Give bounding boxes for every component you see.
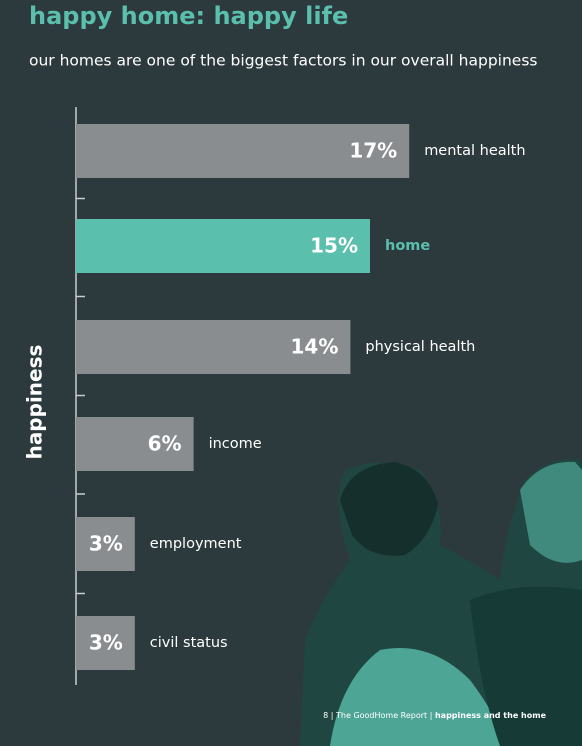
category-label: employment bbox=[150, 536, 242, 552]
value-label: 3% bbox=[89, 532, 123, 556]
y-axis-label: happiness bbox=[23, 345, 47, 460]
bar bbox=[76, 417, 194, 471]
value-label: 3% bbox=[89, 631, 123, 655]
footer-page: 8 bbox=[323, 711, 328, 720]
chart-subtitle: our homes are one of the biggest factors… bbox=[29, 52, 537, 70]
footer-report: The GoodHome Report bbox=[335, 711, 427, 720]
bar bbox=[76, 124, 410, 178]
bar bbox=[76, 219, 370, 273]
chart-title: happy home: happy life bbox=[29, 2, 348, 30]
category-label: home bbox=[385, 238, 430, 254]
footer-section: happiness and the home bbox=[435, 711, 547, 720]
value-label: 14% bbox=[291, 335, 339, 359]
category-label: mental health bbox=[424, 143, 525, 159]
category-label: civil status bbox=[150, 635, 228, 651]
footer: 8 | The GoodHome Report | happiness and … bbox=[323, 711, 546, 720]
bar bbox=[76, 616, 135, 670]
photo bbox=[300, 459, 582, 746]
value-label: 6% bbox=[148, 432, 182, 456]
value-label: 15% bbox=[310, 234, 358, 258]
category-label: physical health bbox=[365, 339, 475, 355]
bar bbox=[76, 517, 135, 571]
value-label: 17% bbox=[349, 139, 397, 163]
bar bbox=[76, 320, 351, 374]
category-label: income bbox=[209, 436, 262, 452]
